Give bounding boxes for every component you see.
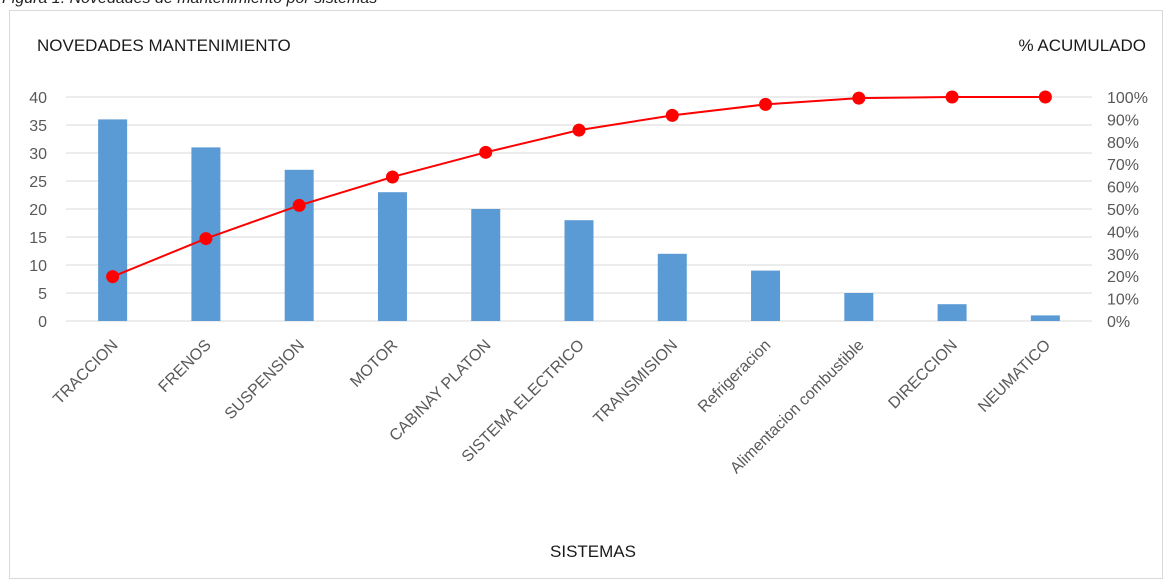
bar bbox=[284, 169, 314, 321]
cumulative-point bbox=[759, 97, 773, 111]
category-tick-label: TRANSMISION bbox=[591, 337, 682, 428]
cumulative-point bbox=[479, 145, 493, 159]
pareto-chart: 0 5 10 15 20 25 30 35 40 0% 10% 20% 30% 40% 50% 60% 70% 8… bbox=[29, 36, 1148, 561]
cumulative-point bbox=[385, 170, 399, 184]
left-tick-label: 5 bbox=[38, 286, 47, 303]
right-tick-label: 0% bbox=[1107, 314, 1130, 331]
category-tick-label: FRENOS bbox=[156, 337, 215, 396]
left-tick-label: 35 bbox=[29, 118, 47, 135]
left-axis-title: NOVEDADES MANTENIMIENTO bbox=[37, 36, 291, 55]
right-tick-label: 60% bbox=[1107, 180, 1139, 197]
left-tick-label: 0 bbox=[38, 314, 47, 331]
right-tick-label: 70% bbox=[1107, 157, 1139, 174]
bar bbox=[471, 209, 501, 321]
category-tick-label: TRACCION bbox=[50, 337, 121, 408]
right-tick-label: 100% bbox=[1107, 90, 1148, 107]
cumulative-line bbox=[106, 90, 1052, 284]
left-tick-label: 25 bbox=[29, 174, 47, 191]
bar bbox=[377, 192, 407, 321]
right-tick-label: 20% bbox=[1107, 269, 1139, 286]
chart-frame: 0 5 10 15 20 25 30 35 40 0% 10% 20% 30% 40% 50% 60% 70% 8… bbox=[9, 10, 1163, 579]
cumulative-point bbox=[665, 108, 679, 122]
left-tick-label: 15 bbox=[29, 230, 47, 247]
figure-caption: Figura 1. Novedades de mantenimiento por… bbox=[2, 0, 377, 8]
left-tick-label: 10 bbox=[29, 258, 47, 275]
bar bbox=[937, 304, 967, 321]
right-tick-label: 80% bbox=[1107, 135, 1139, 152]
bar bbox=[98, 119, 128, 322]
right-tick-label: 10% bbox=[1107, 292, 1139, 309]
right-axis-title: % ACUMULADO bbox=[1018, 36, 1146, 55]
left-tick-label: 20 bbox=[29, 202, 47, 219]
bar bbox=[751, 270, 781, 321]
x-axis-title: SISTEMAS bbox=[550, 542, 636, 561]
bar bbox=[844, 293, 874, 321]
category-tick-label: CABINAY PLATON bbox=[387, 337, 495, 445]
bar bbox=[564, 220, 594, 321]
category-tick-label: DIRECCION bbox=[885, 337, 961, 413]
right-tick-label: 50% bbox=[1107, 202, 1139, 219]
bars bbox=[98, 119, 1060, 322]
right-tick-label: 90% bbox=[1107, 112, 1139, 129]
bar bbox=[657, 253, 687, 321]
category-tick-label: MOTOR bbox=[347, 337, 401, 391]
cumulative-point bbox=[852, 91, 866, 105]
left-tick-label: 30 bbox=[29, 146, 47, 163]
category-tick-label: SUSPENSION bbox=[222, 337, 308, 423]
cumulative-point bbox=[1038, 90, 1052, 104]
cumulative-point bbox=[945, 90, 959, 104]
category-tick-label: NEUMATICO bbox=[975, 337, 1054, 416]
gridlines bbox=[66, 96, 1092, 322]
category-tick-label: Refrigeracion bbox=[695, 337, 774, 416]
right-tick-label: 30% bbox=[1107, 247, 1139, 264]
bar bbox=[1030, 315, 1060, 321]
cumulative-point bbox=[292, 198, 306, 212]
cumulative-point bbox=[106, 270, 120, 284]
right-tick-label: 40% bbox=[1107, 224, 1139, 241]
cumulative-point bbox=[572, 123, 586, 137]
cumulative-point bbox=[199, 232, 213, 246]
left-tick-label: 40 bbox=[29, 90, 47, 107]
